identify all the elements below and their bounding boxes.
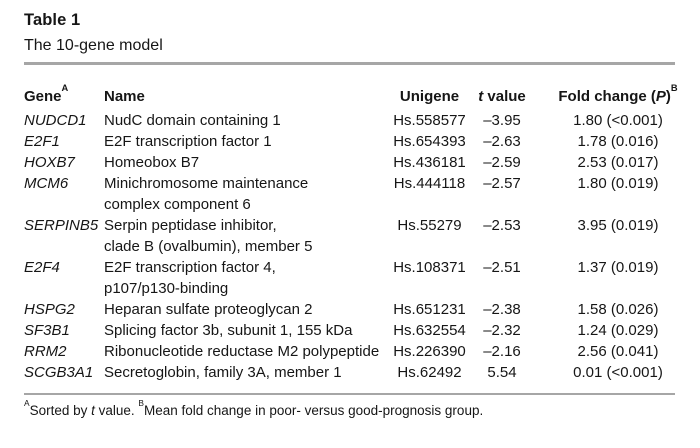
unigene-cell: Hs.632554 <box>393 322 466 339</box>
name-cell: E2F transcription factor 1 <box>104 133 272 150</box>
name-cell: E2F transcription factor 4, <box>104 259 276 276</box>
fold-change-cell: 2.56 (0.041) <box>577 343 659 360</box>
name-cell: Serpin peptidase inhibitor, <box>104 217 277 234</box>
unigene-cell: Hs.62492 <box>397 364 462 381</box>
fold-change-cell: 1.37 (0.019) <box>577 259 659 276</box>
table-row: clade B (ovalbumin), member 5 <box>24 236 700 257</box>
column-header-name: Name <box>104 88 145 105</box>
fold-change-cell: 0.01 (<0.001) <box>573 364 663 381</box>
gene-cell: SCGB3A1 <box>24 364 94 381</box>
unigene-cell: Hs.436181 <box>393 154 466 171</box>
fold-change-cell: 1.58 (0.026) <box>577 301 659 318</box>
t-value-cell: 5.54 <box>487 364 517 381</box>
table-row: SF3B1 Splicing factor 3b, subunit 1, 155… <box>24 320 700 341</box>
fold-change-cell: 1.24 (0.029) <box>577 322 659 339</box>
table-row: SERPINB5 Serpin peptidase inhibitor, Hs.… <box>24 215 700 236</box>
gene-cell: NUDCD1 <box>24 112 87 129</box>
unigene-cell: Hs.651231 <box>393 301 466 318</box>
table-label: Table 1 <box>24 11 81 29</box>
table-row: p107/p130-binding <box>24 278 700 299</box>
unigene-cell: Hs.226390 <box>393 343 466 360</box>
table-row: NUDCD1 NudC domain containing 1 Hs.55857… <box>24 110 700 131</box>
t-value-cell: –2.63 <box>483 133 521 150</box>
table-row: MCM6 Minichromosome maintenance Hs.44411… <box>24 173 700 194</box>
t-value-cell: –3.95 <box>483 112 521 129</box>
table-subtitle: The 10-gene model <box>24 37 163 54</box>
table-row: complex component 6 <box>24 194 700 215</box>
table-row: RRM2 Ribonucleotide reductase M2 polypep… <box>24 341 700 362</box>
t-value-cell: –2.51 <box>483 259 521 276</box>
gene-cell: HOXB7 <box>24 154 75 171</box>
name-cell: Ribonucleotide reductase M2 polypeptide <box>104 343 380 360</box>
column-header-row: GeneA Name Unigene t value Fold change (… <box>24 82 700 105</box>
table-row: HSPG2 Heparan sulfate proteoglycan 2 Hs.… <box>24 299 700 320</box>
t-value-cell: –2.16 <box>483 343 521 360</box>
fold-change-cell: 1.80 (<0.001) <box>573 112 663 129</box>
fold-change-cell: 1.78 (0.016) <box>577 133 659 150</box>
unigene-cell: Hs.108371 <box>393 259 466 276</box>
name-cell: Heparan sulfate proteoglycan 2 <box>104 301 313 318</box>
t-value-cell: –2.32 <box>483 322 521 339</box>
gene-cell: SF3B1 <box>24 322 70 339</box>
table-footnote: ASorted by t value. BMean fold change in… <box>24 397 484 418</box>
gene-cell: MCM6 <box>24 175 69 192</box>
name-cell: clade B (ovalbumin), member 5 <box>104 238 313 255</box>
table-row: E2F1 E2F transcription factor 1 Hs.65439… <box>24 131 700 152</box>
t-value-cell: –2.59 <box>483 154 521 171</box>
name-cell: Minichromosome maintenance <box>104 175 309 192</box>
gene-cell: HSPG2 <box>24 301 75 318</box>
unigene-cell: Hs.558577 <box>393 112 466 129</box>
paper-table: Table 1 The 10-gene model GeneA Name Uni… <box>24 11 700 418</box>
column-header-unigene: Unigene <box>399 88 460 105</box>
unigene-cell: Hs.654393 <box>393 133 466 150</box>
bottom-rule <box>24 393 675 395</box>
name-cell: Secretoglobin, family 3A, member 1 <box>104 364 342 381</box>
fold-change-cell: 1.80 (0.019) <box>577 175 659 192</box>
name-cell: NudC domain containing 1 <box>104 112 281 129</box>
table-body: NUDCD1 NudC domain containing 1 Hs.55857… <box>24 110 700 383</box>
column-header-fold-change: Fold change (P)B <box>558 82 678 105</box>
name-cell: p107/p130-binding <box>104 280 229 297</box>
fold-change-cell: 3.95 (0.019) <box>577 217 659 234</box>
unigene-cell: Hs.444118 <box>393 175 466 192</box>
t-value-cell: –2.38 <box>483 301 521 318</box>
footnote-superscript-b: B <box>138 397 144 408</box>
t-value-cell: –2.53 <box>483 217 521 234</box>
gene-cell: E2F4 <box>24 259 60 276</box>
gene-cell: SERPINB5 <box>24 217 99 234</box>
footnote-superscript-a: A <box>24 397 30 408</box>
column-header-gene: GeneA <box>24 82 69 105</box>
name-cell: Splicing factor 3b, subunit 1, 155 kDa <box>104 322 353 339</box>
table-row: HOXB7 Homeobox B7 Hs.436181 –2.59 2.53 (… <box>24 152 700 173</box>
gene-superscript: A <box>61 82 69 93</box>
name-cell: complex component 6 <box>104 196 251 213</box>
top-rule <box>24 62 675 65</box>
fold-change-cell: 2.53 (0.017) <box>577 154 659 171</box>
unigene-cell: Hs.55279 <box>397 217 462 234</box>
table-row: SCGB3A1 Secretoglobin, family 3A, member… <box>24 362 700 383</box>
t-value-cell: –2.57 <box>483 175 521 192</box>
fold-superscript: B <box>670 82 678 93</box>
name-cell: Homeobox B7 <box>104 154 200 171</box>
gene-cell: E2F1 <box>24 133 60 150</box>
gene-cell: RRM2 <box>24 343 67 360</box>
table-row: E2F4 E2F transcription factor 4, Hs.1083… <box>24 257 700 278</box>
column-header-t-value: t value <box>478 88 526 105</box>
